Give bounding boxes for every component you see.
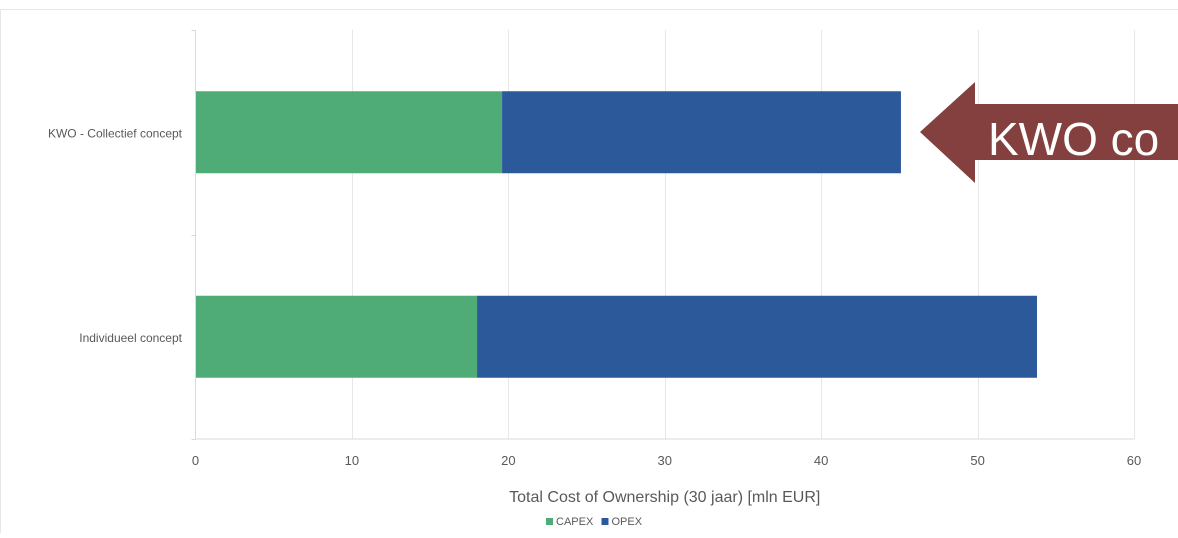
x-tick-label-20: 20 <box>501 453 515 468</box>
legend-swatch-capex <box>546 518 553 525</box>
legend-label-opex: OPEX <box>612 516 643 528</box>
legend: CAPEX OPEX <box>546 516 643 528</box>
x-tick-label-40: 40 <box>814 453 828 468</box>
annotation-arrow-shape <box>920 82 1178 183</box>
x-tick-label-30: 30 <box>658 453 672 468</box>
bar-opex-kwo-collectief-concept <box>502 91 901 174</box>
annotation-text: KWO co <box>988 113 1159 165</box>
legend-swatch-opex <box>601 518 609 525</box>
bars <box>195 91 1038 378</box>
bar-capex-kwo-collectief-concept <box>195 91 503 174</box>
bar-capex-individueel-concept <box>195 295 478 378</box>
x-tick-label-60: 60 <box>1127 453 1141 468</box>
annotation: KWO co <box>920 82 1178 183</box>
y-category-label-individueel-concept: Individueel concept <box>79 331 182 345</box>
axes <box>191 30 1134 440</box>
bar-opex-individueel-concept <box>477 295 1038 378</box>
y-category-label-kwo-collectief-concept: KWO - Collectief concept <box>48 126 183 140</box>
x-axis-title: Total Cost of Ownership (30 jaar) [mln E… <box>509 489 820 506</box>
legend-label-capex: CAPEX <box>556 516 594 528</box>
x-tick-label-10: 10 <box>345 453 359 468</box>
x-tick-label-0: 0 <box>192 453 199 468</box>
labels: 0 10 20 30 40 50 60 KWO - Collectief concept Ind… <box>48 126 1141 506</box>
x-tick-label-50: 50 <box>970 453 984 468</box>
